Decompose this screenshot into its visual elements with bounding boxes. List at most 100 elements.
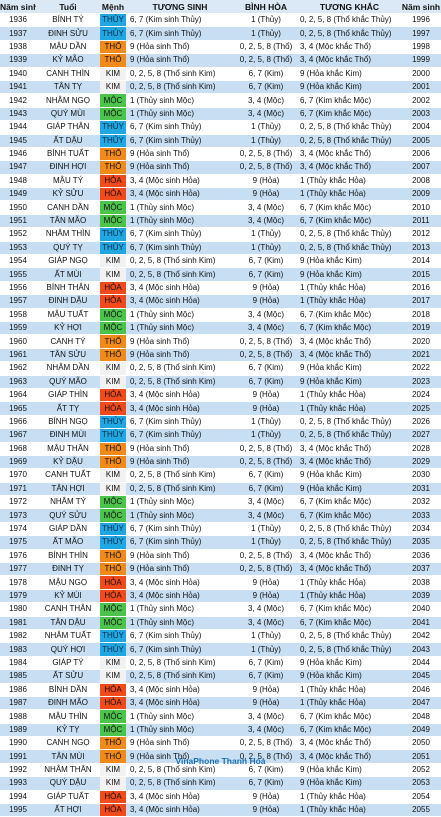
menh-cell: THỦY xyxy=(100,134,126,148)
tuong-khac-cell: 0, 2, 5, 8 (Thổ khắc Thủy) xyxy=(298,120,401,135)
birth-year-cell: 1941 xyxy=(0,80,36,95)
birth-year-cell: 1982 xyxy=(0,629,36,644)
menh-cell: HỎA xyxy=(100,589,126,604)
table-row: 1984 GIÁP TÝ KIM 0, 2, 5, 8 (Thổ sinh Kim) 6… xyxy=(0,656,441,671)
tuong-khac-cell: 6, 7 (Kim khắc Mộc) xyxy=(298,616,401,630)
birth-year-2-cell: 2042 xyxy=(401,629,441,644)
tuong-sinh-cell: 6, 7 (Kim sinh Thủy) xyxy=(126,428,234,443)
birth-year-cell: 1968 xyxy=(0,442,36,456)
tuong-khac-cell: 1 (Thủy khắc Hỏa) xyxy=(298,696,401,711)
age-name-cell: NHÂM TUẤT xyxy=(36,629,100,644)
birth-year-2-cell: 2002 xyxy=(401,93,441,108)
tuong-sinh-cell: 6, 7 (Kim sinh Thủy) xyxy=(126,26,234,41)
table-row: 1944 GIÁP THÂN THỦY 6, 7 (Kim sinh Thủy) 1 (… xyxy=(0,120,441,135)
birth-year-2-cell: 1996 xyxy=(401,13,441,28)
birth-year-2-cell: 2044 xyxy=(401,656,441,671)
age-name-cell: TÂN SỬU xyxy=(36,348,100,363)
birth-year-2-cell: 2020 xyxy=(401,334,441,349)
menh-cell: KIM xyxy=(100,375,126,389)
tuong-khac-cell: 1 (Thủy khắc Hỏa) xyxy=(298,401,401,416)
menh-cell: THỔ xyxy=(100,562,126,577)
birth-year-cell: 1954 xyxy=(0,254,36,269)
tuong-khac-cell: 9 (Hỏa khắc Kim) xyxy=(298,361,401,376)
menh-cell: THỦY xyxy=(100,428,126,443)
birth-year-cell: 1973 xyxy=(0,508,36,523)
binh-hoa-cell: 9 (Hỏa) xyxy=(234,790,298,805)
birth-year-cell: 1994 xyxy=(0,790,36,805)
table-row: 1949 KỶ SỬU HỎA 3, 4 (Mộc sinh Hỏa) 9 (Hỏa) 1… xyxy=(0,187,441,202)
table-row: 1961 TÂN SỬU THỔ 9 (Hỏa sinh Thổ) 0, 2, 5, 8… xyxy=(0,348,441,363)
table-row: 1963 QUÝ MÃO KIM 0, 2, 5, 8 (Thổ sinh Kim) 6… xyxy=(0,375,441,389)
tuong-sinh-cell: 1 (Thủy sinh Mộc) xyxy=(126,308,234,322)
tuong-sinh-cell: 0, 2, 5, 8 (Thổ sinh Kim) xyxy=(126,254,234,269)
table-row: 1958 MẬU TUẤT MỘC 1 (Thủy sinh Mộc) 3, 4 (Mộ… xyxy=(0,308,441,322)
birth-year-2-cell: 2055 xyxy=(401,803,441,817)
tuong-khac-cell: 0, 2, 5, 8 (Thổ khắc Thủy) xyxy=(298,227,401,242)
tuong-khac-cell: 3, 4 (Mộc khắc Thổ) xyxy=(298,53,401,68)
menh-cell: HỎA xyxy=(100,803,126,817)
birth-year-2-cell: 2015 xyxy=(401,267,441,282)
birth-year-cell: 1936 xyxy=(0,13,36,28)
header-tuoi: Tuổi xyxy=(36,0,100,14)
age-name-cell: QUÝ DẬU xyxy=(36,776,100,791)
birth-year-cell: 1951 xyxy=(0,214,36,229)
binh-hoa-cell: 0, 2, 5, 8 (Thổ) xyxy=(234,736,298,751)
binh-hoa-cell: 9 (Hỏa) xyxy=(234,388,298,403)
binh-hoa-cell: 6, 7 (Kim) xyxy=(234,67,298,81)
menh-cell: THỦY xyxy=(100,227,126,242)
table-row: 1950 CANH DẦN MỘC 1 (Thủy sinh Mộc) 3, 4 (Mộ… xyxy=(0,200,441,215)
tuong-sinh-cell: 9 (Hỏa sinh Thổ) xyxy=(126,160,234,175)
tuong-sinh-cell: 0, 2, 5, 8 (Thổ sinh Kim) xyxy=(126,80,234,95)
birth-year-cell: 1960 xyxy=(0,334,36,349)
tuong-sinh-cell: 0, 2, 5, 8 (Thổ sinh Kim) xyxy=(126,776,234,791)
age-name-cell: GIÁP TÝ xyxy=(36,656,100,671)
table-row: 1959 KỶ HỢI MỘC 1 (Thủy sinh Mộc) 3, 4 (Mộc)… xyxy=(0,321,441,336)
binh-hoa-cell: 6, 7 (Kim) xyxy=(234,361,298,376)
tuong-khac-cell: 0, 2, 5, 8 (Thổ khắc Thủy) xyxy=(298,535,401,550)
birth-year-cell: 1983 xyxy=(0,642,36,657)
tuong-khac-cell: 0, 2, 5, 8 (Thổ khắc Thủy) xyxy=(298,26,401,41)
age-name-cell: CANH DẦN xyxy=(36,200,100,215)
tuong-khac-cell: 9 (Hỏa khắc Kim) xyxy=(298,776,401,791)
binh-hoa-cell: 6, 7 (Kim) xyxy=(234,656,298,671)
table-row: 1942 NHÂM NGỌ MỘC 1 (Thủy sinh Mộc) 3, 4 (Mộ… xyxy=(0,93,441,108)
tuong-khac-cell: 3, 4 (Mộc khắc Thổ) xyxy=(298,147,401,162)
menh-cell: THỔ xyxy=(100,334,126,349)
table-row: 1979 KỶ MÙI HỎA 3, 4 (Mộc sinh Hỏa) 9 (Hỏa) 1… xyxy=(0,589,441,604)
binh-hoa-cell: 3, 4 (Mộc) xyxy=(234,107,298,122)
birth-year-cell: 1949 xyxy=(0,187,36,202)
age-name-cell: BÍNH THÂN xyxy=(36,281,100,296)
binh-hoa-cell: 0, 2, 5, 8 (Thổ) xyxy=(234,549,298,564)
table-row: 1993 QUÝ DẬU KIM 0, 2, 5, 8 (Thổ sinh Kim) 6… xyxy=(0,776,441,791)
binh-hoa-cell: 1 (Thủy) xyxy=(234,535,298,550)
birth-year-cell: 1991 xyxy=(0,749,36,764)
age-name-cell: ẤT MÃO xyxy=(36,535,100,550)
table-row: 1987 ĐINH MÃO HỎA 3, 4 (Mộc sinh Hỏa) 9 (Hỏa… xyxy=(0,696,441,711)
birth-year-2-cell: 2048 xyxy=(401,709,441,724)
birth-year-2-cell: 2051 xyxy=(401,749,441,764)
tuong-khac-cell: 1 (Thủy khắc Hỏa) xyxy=(298,575,401,590)
menh-cell: HỎA xyxy=(100,294,126,309)
binh-hoa-cell: 6, 7 (Kim) xyxy=(234,482,298,497)
menh-cell: KIM xyxy=(100,67,126,81)
tuong-khac-cell: 0, 2, 5, 8 (Thổ khắc Thủy) xyxy=(298,522,401,537)
binh-hoa-cell: 3, 4 (Mộc) xyxy=(234,508,298,523)
table-row: 1954 GIÁP NGỌ KIM 0, 2, 5, 8 (Thổ sinh Kim)… xyxy=(0,254,441,269)
table-row: 1985 ẤT SỬU KIM 0, 2, 5, 8 (Thổ sinh Kim) 6,… xyxy=(0,669,441,684)
birth-year-2-cell: 2040 xyxy=(401,602,441,617)
binh-hoa-cell: 0, 2, 5, 8 (Thổ) xyxy=(234,442,298,456)
age-name-cell: MẬU DẦN xyxy=(36,40,100,55)
age-name-cell: KỶ HỢI xyxy=(36,321,100,336)
birth-year-cell: 1952 xyxy=(0,227,36,242)
birth-year-cell: 1945 xyxy=(0,134,36,148)
birth-year-cell: 1995 xyxy=(0,803,36,817)
birth-year-cell: 1943 xyxy=(0,107,36,122)
binh-hoa-cell: 9 (Hỏa) xyxy=(234,187,298,202)
tuong-sinh-cell: 1 (Thủy sinh Mộc) xyxy=(126,495,234,510)
tuong-khac-cell: 0, 2, 5, 8 (Thổ khắc Thủy) xyxy=(298,134,401,148)
birth-year-2-cell: 2039 xyxy=(401,589,441,604)
tuong-sinh-cell: 9 (Hỏa sinh Thổ) xyxy=(126,562,234,577)
menh-cell: MỘC xyxy=(100,616,126,630)
